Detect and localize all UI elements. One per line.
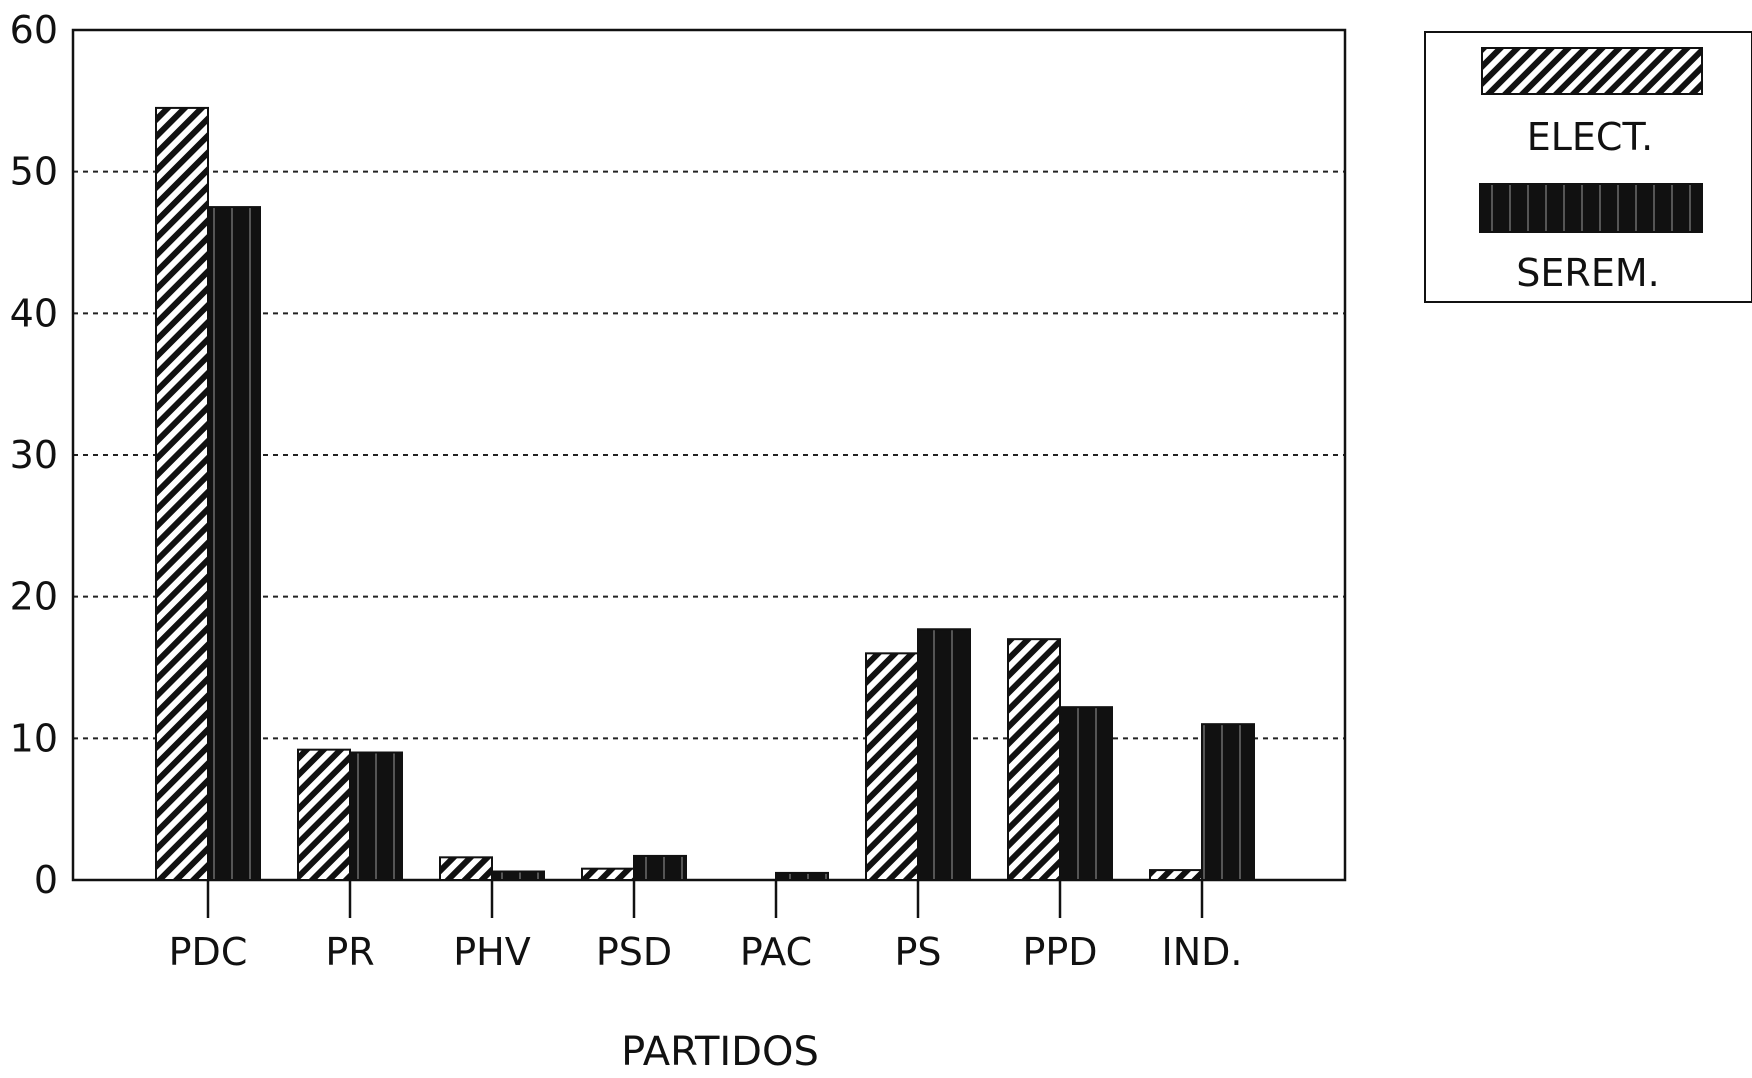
legend-label-serem: SEREM. [1516, 251, 1659, 295]
x-tick-label: PHV [453, 930, 530, 974]
x-tick-label: PS [894, 930, 941, 974]
bar-serem-pac [775, 871, 829, 882]
y-tick-label: 20 [10, 575, 58, 619]
bar-elect-pdc [155, 106, 209, 881]
x-tick-label: PSD [596, 930, 672, 974]
bar-serem-psd [633, 854, 687, 882]
bar-serem-ps [917, 628, 971, 881]
x-tick-label: PDC [169, 930, 248, 974]
legend-swatch-elect [1481, 47, 1703, 95]
x-tick-label: PR [325, 930, 374, 974]
y-tick-label: 60 [10, 8, 58, 52]
bar-elect-ind [1149, 869, 1203, 881]
bar-serem-ppd [1059, 706, 1113, 882]
legend-swatch-serem [1479, 183, 1703, 233]
bar-serem-ind [1201, 723, 1255, 882]
y-tick-label: 10 [10, 716, 58, 760]
x-tick-label: PAC [740, 930, 812, 974]
bar-elect-pr [297, 748, 351, 882]
bar-elect-phv [439, 856, 493, 881]
y-tick-label: 30 [10, 433, 58, 477]
tick-labels: 0 10 20 30 40 50 60 PDC PR PHV PSD PAC PS PPD IND. [10, 8, 1243, 974]
gridlines [73, 170, 1345, 740]
x-axis-title: PARTIDOS [621, 1029, 819, 1075]
bar-elect-ppd [1007, 638, 1061, 882]
axes [71, 28, 1347, 918]
y-tick-label: 40 [10, 291, 58, 335]
y-tick-label: 0 [34, 858, 58, 902]
x-tick-label: PPD [1022, 930, 1097, 974]
bar-serem-pdc [207, 206, 261, 882]
legend-label-elect: ELECT. [1527, 115, 1654, 159]
bar-elect-psd [581, 867, 635, 882]
legend-box [1424, 31, 1752, 303]
y-tick-label: 50 [10, 150, 58, 194]
bar-serem-phv [491, 870, 545, 881]
bars [155, 106, 1255, 882]
plot-frame [71, 28, 1347, 882]
x-tick-label: IND. [1162, 930, 1243, 974]
bar-elect-ps [865, 652, 919, 881]
bar-serem-pr [349, 751, 403, 881]
legend: ELECT. SEREM. [1424, 31, 1752, 303]
